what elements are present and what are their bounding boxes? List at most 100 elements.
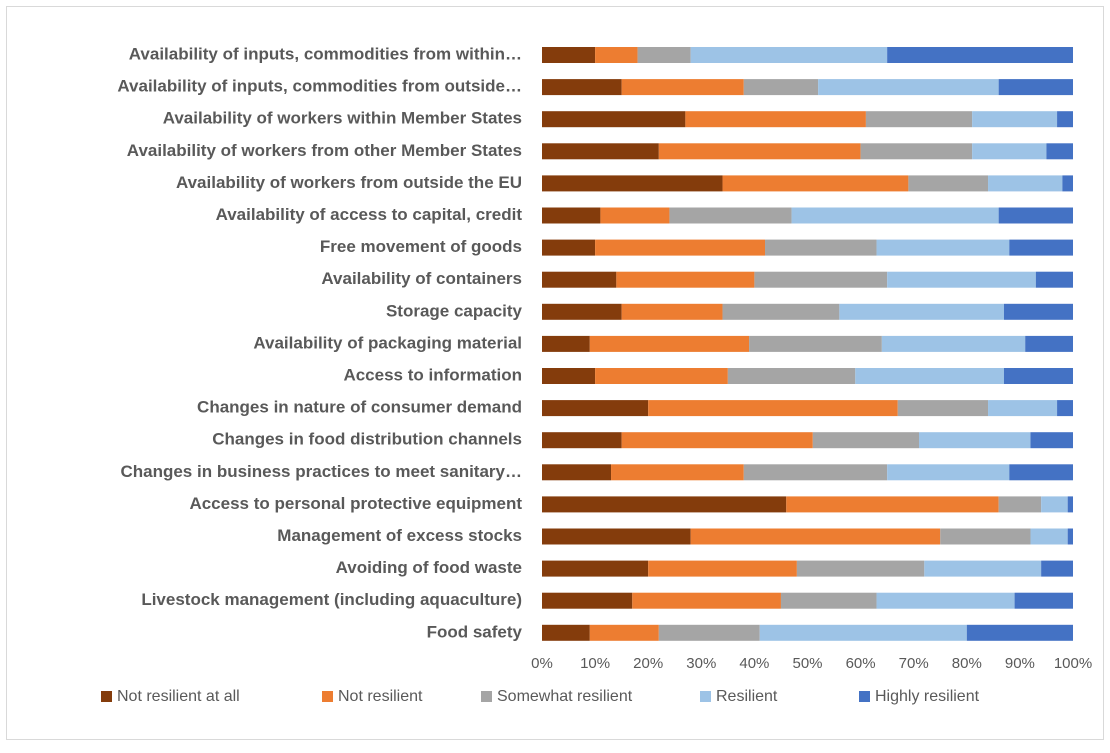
bar-segment bbox=[855, 368, 1004, 384]
bar-segment bbox=[754, 271, 888, 288]
x-tick-label: 60% bbox=[846, 655, 876, 672]
x-tick-label: 100% bbox=[1054, 655, 1092, 672]
bar-segment bbox=[1067, 528, 1073, 545]
bar-segment bbox=[791, 207, 999, 224]
bar-segment bbox=[812, 432, 920, 449]
bar-segment bbox=[860, 143, 973, 160]
x-tick-label: 0% bbox=[531, 655, 553, 672]
bar-segment bbox=[658, 624, 760, 641]
bar-segment bbox=[1057, 111, 1073, 128]
legend-swatch bbox=[859, 691, 870, 702]
bar-segment bbox=[542, 432, 622, 449]
legend-label: Somewhat resilient bbox=[497, 688, 633, 705]
y-tick-label: Management of excess stocks bbox=[277, 526, 522, 545]
bar-segment bbox=[542, 143, 659, 160]
bar-segment bbox=[542, 335, 590, 352]
bar-segment bbox=[600, 207, 670, 224]
bar-segment bbox=[1067, 496, 1073, 513]
x-tick-label: 30% bbox=[686, 655, 716, 672]
x-tick-label: 90% bbox=[1005, 655, 1035, 672]
bar-segment bbox=[876, 239, 1010, 256]
y-tick-label: Avoiding of food waste bbox=[336, 558, 522, 577]
y-tick-label: Availability of inputs, commodities from… bbox=[117, 77, 522, 96]
bar-segment bbox=[796, 560, 925, 577]
bar-segment bbox=[542, 560, 649, 577]
bar-segment bbox=[648, 560, 797, 577]
bar-segment bbox=[759, 624, 967, 641]
y-tick-label: Availability of workers from other Membe… bbox=[127, 141, 522, 160]
bar-segment bbox=[621, 432, 813, 449]
bar-segment bbox=[611, 464, 744, 481]
legend-label: Not resilient bbox=[338, 688, 423, 705]
bar-segment bbox=[542, 207, 601, 224]
legend-swatch bbox=[101, 691, 112, 702]
bar-segment bbox=[897, 400, 989, 417]
bar-segment bbox=[595, 239, 766, 256]
bar-segment bbox=[1062, 175, 1073, 192]
x-tick-label: 10% bbox=[580, 655, 610, 672]
bar-segment bbox=[972, 143, 1047, 160]
bar-segment bbox=[589, 335, 750, 352]
bar-segment bbox=[988, 400, 1058, 417]
y-tick-label: Access to personal protective equipment bbox=[189, 494, 522, 513]
bar-segment bbox=[542, 175, 723, 192]
bar-segment bbox=[542, 303, 622, 320]
bar-segment bbox=[542, 239, 596, 256]
bar-segment bbox=[542, 528, 691, 545]
bar-segment bbox=[972, 111, 1058, 128]
bar-segment bbox=[595, 47, 638, 63]
bar-segment bbox=[727, 368, 856, 384]
x-tick-label: 40% bbox=[739, 655, 769, 672]
bar-segment bbox=[542, 79, 622, 96]
bar-segment bbox=[743, 464, 888, 481]
y-tick-label: Availability of packaging material bbox=[253, 333, 522, 352]
bar-segment bbox=[1057, 400, 1073, 417]
bar-segment bbox=[1014, 592, 1073, 609]
bar-segment bbox=[743, 79, 819, 96]
bar-segment bbox=[542, 400, 649, 417]
bar-segment bbox=[1041, 560, 1073, 577]
bar-segment bbox=[621, 303, 723, 320]
bar-segment bbox=[690, 47, 888, 63]
bar-segment bbox=[998, 496, 1042, 513]
y-tick-label: Availability of containers bbox=[321, 269, 522, 288]
bar-segment bbox=[542, 368, 596, 384]
y-tick-label: Availability of access to capital, credi… bbox=[216, 205, 523, 224]
bar-segment bbox=[690, 528, 941, 545]
y-tick-label: Availability of inputs, commodities from… bbox=[129, 44, 522, 63]
bar-segment bbox=[658, 143, 861, 160]
legend-label: Not resilient at all bbox=[117, 688, 240, 705]
legend-label: Resilient bbox=[716, 688, 778, 705]
y-tick-label: Storage capacity bbox=[386, 301, 523, 320]
bar-segment bbox=[749, 335, 882, 352]
x-tick-label: 70% bbox=[899, 655, 929, 672]
bar-segment bbox=[637, 47, 691, 63]
bar-segment bbox=[542, 271, 617, 288]
bar-segment bbox=[632, 592, 781, 609]
bar-segment bbox=[1041, 496, 1068, 513]
bar-segment bbox=[887, 47, 1073, 63]
bar-segment bbox=[722, 175, 909, 192]
x-tick-label: 20% bbox=[633, 655, 663, 672]
bar-segment bbox=[940, 528, 1031, 545]
bar-segment bbox=[542, 47, 596, 63]
bar-segment bbox=[998, 207, 1073, 224]
bar-segment bbox=[1030, 432, 1073, 449]
bar-segment bbox=[1009, 239, 1073, 256]
bar-segment bbox=[722, 303, 840, 320]
bar-segment bbox=[908, 175, 989, 192]
bar-segment bbox=[685, 111, 866, 128]
bar-segment bbox=[786, 496, 999, 513]
x-tick-label: 50% bbox=[792, 655, 822, 672]
bar-segment bbox=[542, 111, 686, 128]
bar-segment bbox=[919, 432, 1031, 449]
bar-segment bbox=[542, 592, 633, 609]
bar-segment bbox=[1003, 303, 1073, 320]
bar-segment bbox=[669, 207, 792, 224]
bar-segment bbox=[818, 79, 999, 96]
y-tick-label: Changes in business practices to meet sa… bbox=[120, 462, 522, 481]
y-tick-label: Free movement of goods bbox=[320, 237, 522, 256]
bar-segment bbox=[765, 239, 877, 256]
bar-segment bbox=[780, 592, 877, 609]
